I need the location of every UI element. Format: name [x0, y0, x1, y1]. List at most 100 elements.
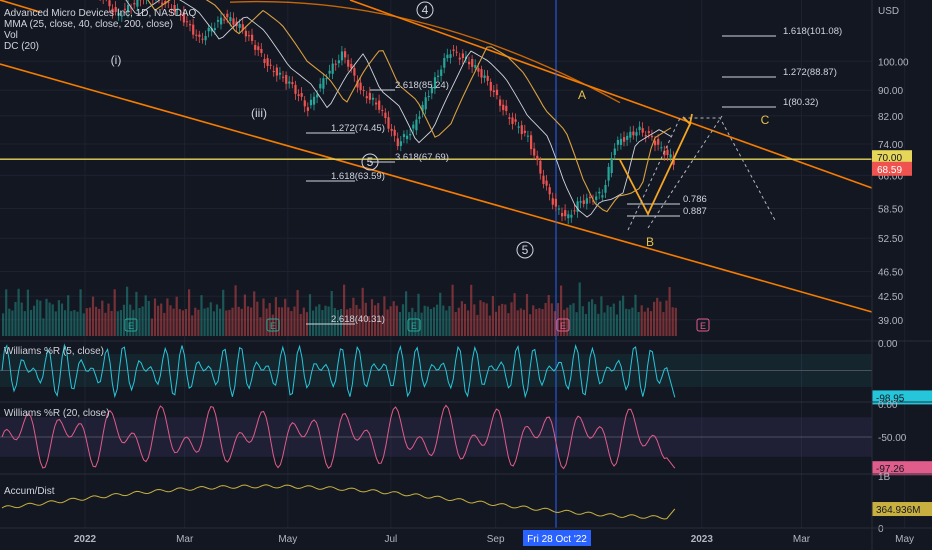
volume-bar-97	[302, 307, 305, 336]
volume-bar-198	[615, 314, 618, 336]
projection-dotted-b	[647, 115, 723, 229]
moving-averages	[125, 0, 672, 218]
volume-bar-29	[91, 296, 95, 336]
pane-line-2	[1, 484, 676, 520]
volume-bar-25	[79, 289, 82, 336]
volume-bar-31	[98, 308, 101, 336]
candle-213	[663, 145, 666, 161]
svg-text:2.618(40.31): 2.618(40.31)	[331, 314, 385, 325]
channel-lower-line	[0, 63, 873, 313]
volume-bar-123	[383, 296, 386, 336]
ma-200-line	[229, 0, 621, 104]
svg-text:0.786: 0.786	[683, 194, 707, 205]
candle-58	[182, 6, 185, 27]
candle-150	[468, 56, 471, 70]
volume-bar-196	[609, 306, 612, 336]
volume-bar-209	[649, 311, 653, 336]
svg-text:E: E	[411, 321, 417, 331]
candle-103	[322, 73, 325, 95]
volume-bar-107	[333, 307, 336, 336]
candle-117	[365, 91, 368, 104]
volume-bar-169	[525, 293, 529, 336]
candle-178	[554, 193, 557, 212]
pane-tick-1-1: -50.00	[878, 433, 907, 444]
fib-label-7: 2.618(40.31)	[306, 314, 385, 325]
volume-bar-5	[17, 288, 20, 336]
volume-bar-159	[494, 311, 498, 336]
fib-label-0: 1.618(101.08)	[722, 26, 842, 37]
candle-102	[319, 77, 322, 92]
candle-33	[105, 0, 107, 2]
earnings-marker-3: E	[556, 318, 570, 332]
candle-95	[297, 89, 300, 102]
volume-bar-77	[240, 308, 243, 336]
wave-label-2: 4	[416, 1, 434, 19]
candle-82	[257, 42, 260, 57]
candle-87	[272, 65, 275, 77]
candle-119	[371, 93, 375, 106]
price-tick-10: 39.00	[878, 316, 903, 327]
volume-bar-101	[315, 306, 318, 336]
svg-text:70.00: 70.00	[877, 153, 902, 164]
volume-bar-63	[197, 309, 200, 336]
candle-215	[669, 148, 672, 162]
candlesticks	[99, 0, 675, 225]
volume-bar-110	[343, 284, 346, 336]
svg-text:3.618(67.69): 3.618(67.69)	[395, 152, 449, 163]
candle-187	[582, 194, 585, 208]
volume-bar-204	[634, 294, 637, 336]
volume-bar-105	[327, 306, 330, 336]
svg-text:E: E	[270, 321, 276, 331]
svg-text:0.887: 0.887	[683, 206, 707, 217]
channel-left-line	[0, 0, 41, 13]
volume-bar-62	[194, 307, 197, 336]
candle-94	[294, 80, 297, 100]
volume-bar-42	[132, 309, 135, 336]
volume-bar-81	[253, 291, 256, 336]
volume-bar-61	[191, 315, 194, 336]
candle-127	[396, 132, 399, 151]
volume-bar-12	[39, 300, 42, 336]
ma-legend: MMA (25, close, 40, close, 200, close)	[4, 19, 173, 30]
fib-label-3: 2.618(85.24)	[370, 80, 449, 91]
volume-bar-30	[95, 306, 98, 336]
svg-text:364.936M: 364.936M	[876, 505, 920, 516]
volume-bar-46	[144, 295, 147, 336]
candle-37	[117, 8, 120, 21]
candle-180	[561, 207, 564, 222]
candle-206	[641, 122, 644, 137]
candle-59	[185, 16, 189, 27]
volume-bar-14	[45, 298, 48, 336]
candle-129	[402, 130, 406, 144]
volume-bar-152	[473, 304, 476, 336]
volume-bar-154	[479, 300, 482, 336]
projection-arrow	[682, 113, 693, 126]
annotations: (i)(iii)455ABC1.618(101.08)1.272(88.87)1…	[111, 1, 842, 325]
candle-160	[499, 95, 502, 112]
candle-64	[201, 32, 204, 44]
volume-bar-82	[256, 301, 259, 336]
volume-bar-34	[107, 303, 110, 336]
volume-bar-205	[637, 312, 640, 336]
volume-bar-19	[60, 303, 64, 336]
volume-bar-164	[510, 302, 513, 336]
candle-126	[393, 125, 396, 142]
volume-bar-175	[544, 303, 547, 336]
volume-bar-170	[529, 314, 532, 336]
volume-bar-176	[547, 295, 550, 336]
candle-123	[384, 108, 387, 124]
volume-bar-45	[141, 306, 144, 336]
candle-63	[198, 30, 201, 43]
candle-179	[557, 205, 561, 215]
volume-bar-2	[8, 308, 11, 336]
volume-bar-74	[231, 307, 234, 336]
volume-bar-18	[57, 300, 60, 336]
candle-191	[595, 191, 598, 206]
candle-61	[192, 18, 195, 39]
fib-label-6: 1.618(63.59)	[306, 171, 385, 182]
volume-bar-131	[408, 312, 411, 336]
volume-bar-78	[243, 294, 246, 336]
projection-dotted-a	[627, 117, 777, 231]
candle-108	[337, 54, 340, 68]
